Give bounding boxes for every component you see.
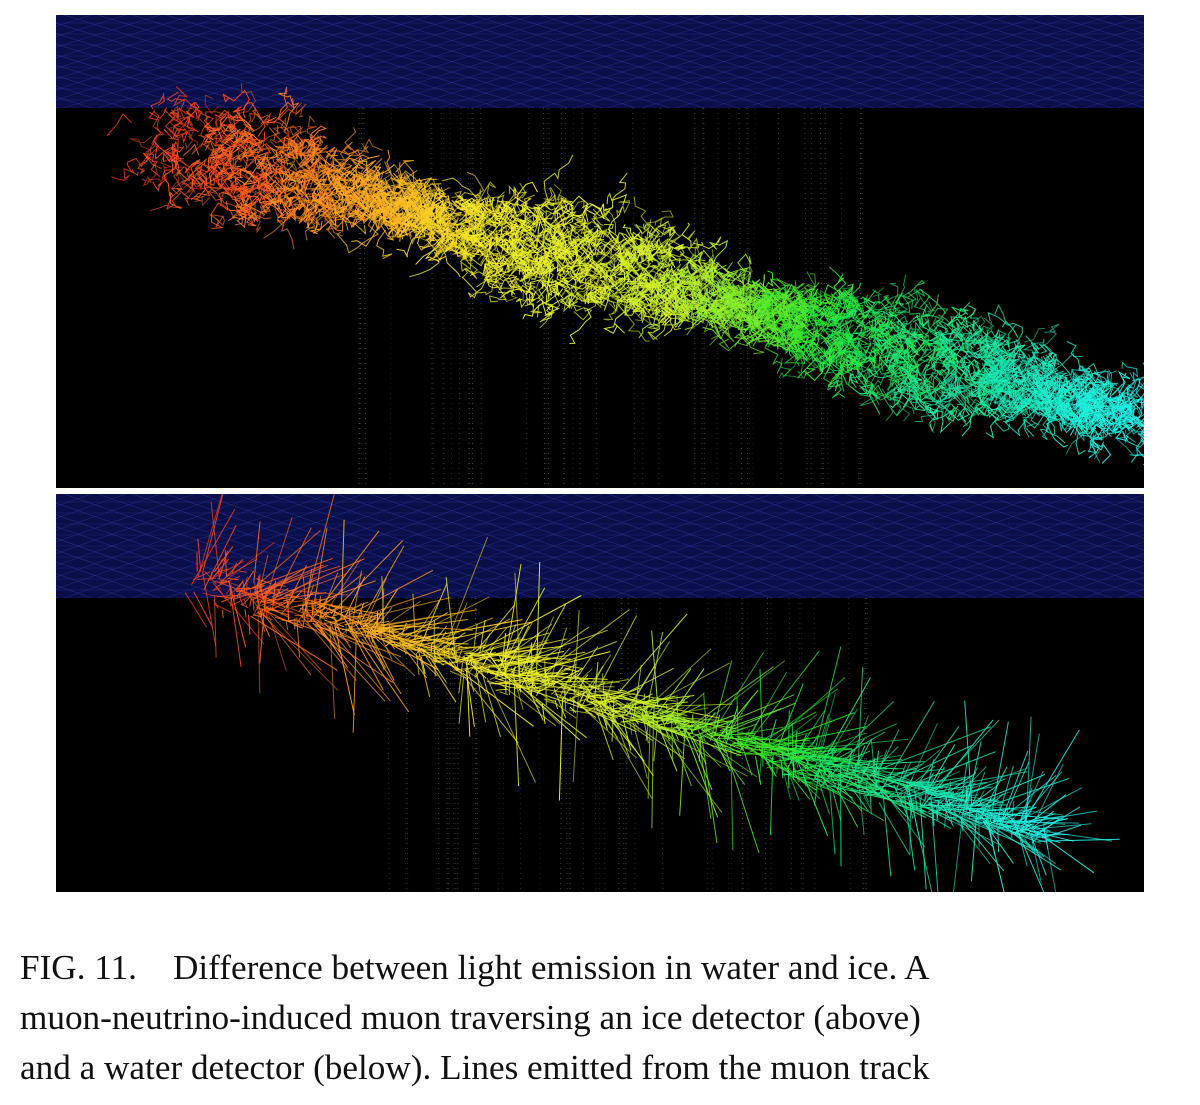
muon-track xyxy=(106,83,1144,466)
caption-text-1: Difference between light emission in wat… xyxy=(172,948,930,987)
muon-track xyxy=(184,494,1120,892)
detector-grid-band xyxy=(56,494,1144,599)
caption-line-2: muon-neutrino-induced muon traversing an… xyxy=(20,998,921,1037)
ice-detector-panel xyxy=(56,15,1144,488)
ice-event-display xyxy=(56,15,1144,488)
caption-line-1: FIG. 11. Difference between light emissio… xyxy=(20,943,1182,993)
water-event-display xyxy=(56,494,1144,892)
figure-caption: FIG. 11. Difference between light emissio… xyxy=(20,943,1182,1093)
detector-strings xyxy=(386,597,868,892)
figure-label: FIG. 11. xyxy=(20,948,137,987)
water-detector-panel xyxy=(56,494,1144,892)
detector-grid-band xyxy=(56,15,1144,109)
caption-line-3: and a water detector (below). Lines emit… xyxy=(20,1048,930,1087)
